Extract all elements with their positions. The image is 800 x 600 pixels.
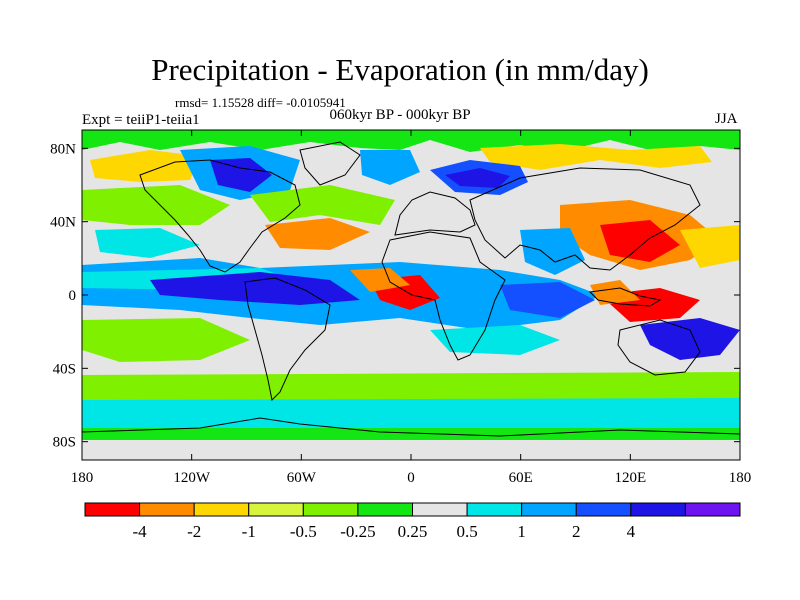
colorbar-swatch bbox=[412, 502, 468, 517]
colorbar-label: -1 bbox=[242, 522, 256, 541]
colorbar-label: 0.5 bbox=[456, 522, 477, 541]
period-text: 060kyr BP - 000kyr BP bbox=[329, 107, 471, 123]
field-n-pacific-cyan bbox=[95, 228, 200, 258]
colorbar-swatch bbox=[139, 502, 195, 517]
lon-tick-label: 120E bbox=[614, 470, 646, 486]
experiment-label: Expt = teiiP1-teiia1 bbox=[82, 112, 200, 128]
field-n-atlantic-orange bbox=[265, 218, 370, 250]
lat-tick-label: 40S bbox=[53, 361, 76, 377]
colorbar-label: 0.25 bbox=[398, 522, 428, 541]
colorbar-swatch bbox=[521, 502, 577, 517]
season-label: JJA bbox=[715, 111, 738, 127]
lon-tick-label: 60E bbox=[509, 470, 533, 486]
coastline-north-america bbox=[139, 159, 301, 273]
colorbar-label: 2 bbox=[572, 522, 581, 541]
lon-tick-label: 180 bbox=[71, 470, 94, 486]
lon-tick-label: 0 bbox=[407, 470, 415, 486]
field-europe-blue bbox=[360, 150, 420, 185]
coastline-greenland bbox=[299, 141, 361, 186]
field-canada-darkblue bbox=[210, 158, 272, 192]
coastline-europe bbox=[394, 191, 476, 236]
field-mc-orange bbox=[590, 280, 640, 305]
lat-tick-label: 80S bbox=[53, 435, 76, 451]
colorbar-swatch bbox=[630, 502, 686, 517]
field-southern-ocean-green bbox=[82, 372, 740, 400]
coastline-south-america bbox=[244, 277, 331, 402]
field-sh-indian-cyan bbox=[430, 325, 560, 355]
colorbar-swatch bbox=[302, 502, 359, 517]
colorbar-label: -4 bbox=[132, 522, 147, 541]
colorbar-swatch bbox=[466, 502, 523, 517]
field-atlantic-itcz-darkblue bbox=[150, 272, 360, 305]
colorbar-label: 4 bbox=[627, 522, 636, 541]
coastline-africa bbox=[381, 231, 506, 361]
field-n-pacific-green bbox=[82, 185, 230, 225]
coastline-australia bbox=[617, 319, 701, 376]
field-antarctic-green bbox=[82, 428, 740, 440]
colorbar-swatch bbox=[575, 502, 632, 517]
colorbar-label: -2 bbox=[187, 522, 201, 541]
colorbar-label: 1 bbox=[517, 522, 526, 541]
field-atlantic-orange bbox=[350, 268, 410, 292]
lon-tick-label: 120W bbox=[173, 470, 211, 486]
field-wpac-yellow bbox=[680, 225, 740, 268]
colorbar-swatch bbox=[684, 502, 741, 517]
lon-tick-label: 180 bbox=[729, 470, 752, 486]
colorbar-swatch bbox=[357, 502, 413, 517]
field-india-blue bbox=[520, 228, 585, 275]
colorbar-swatch bbox=[248, 502, 304, 517]
colorbar-label: -0.5 bbox=[290, 522, 317, 541]
coastline-asia bbox=[469, 167, 701, 271]
field-siberia-darkblue bbox=[445, 168, 510, 188]
lat-tick-label: 40N bbox=[50, 215, 76, 231]
field-canada-yellow bbox=[90, 150, 200, 182]
coastline-antarctica bbox=[82, 417, 740, 437]
field-sh-pacific-green bbox=[82, 318, 250, 362]
map-title: Precipitation - Evaporation (in mm/day) bbox=[151, 52, 649, 87]
lat-tick-label: 0 bbox=[69, 288, 77, 304]
lat-tick-label: 80N bbox=[50, 141, 76, 157]
field-spcz-darkblue bbox=[640, 318, 740, 360]
field-arctic-yellow bbox=[480, 144, 712, 170]
field-indian-darkblue bbox=[500, 282, 595, 318]
lon-tick-label: 60W bbox=[287, 470, 317, 486]
colorbar-label: -0.25 bbox=[340, 522, 375, 541]
field-n-atlantic-green bbox=[250, 185, 395, 225]
coastline-indonesia bbox=[588, 287, 662, 307]
colorbar-swatch bbox=[84, 502, 141, 517]
colorbar-swatch bbox=[193, 502, 250, 517]
field-asia-red bbox=[600, 220, 680, 262]
stats-text: rmsd= 1.15528 diff= -0.0105941 bbox=[175, 95, 346, 110]
